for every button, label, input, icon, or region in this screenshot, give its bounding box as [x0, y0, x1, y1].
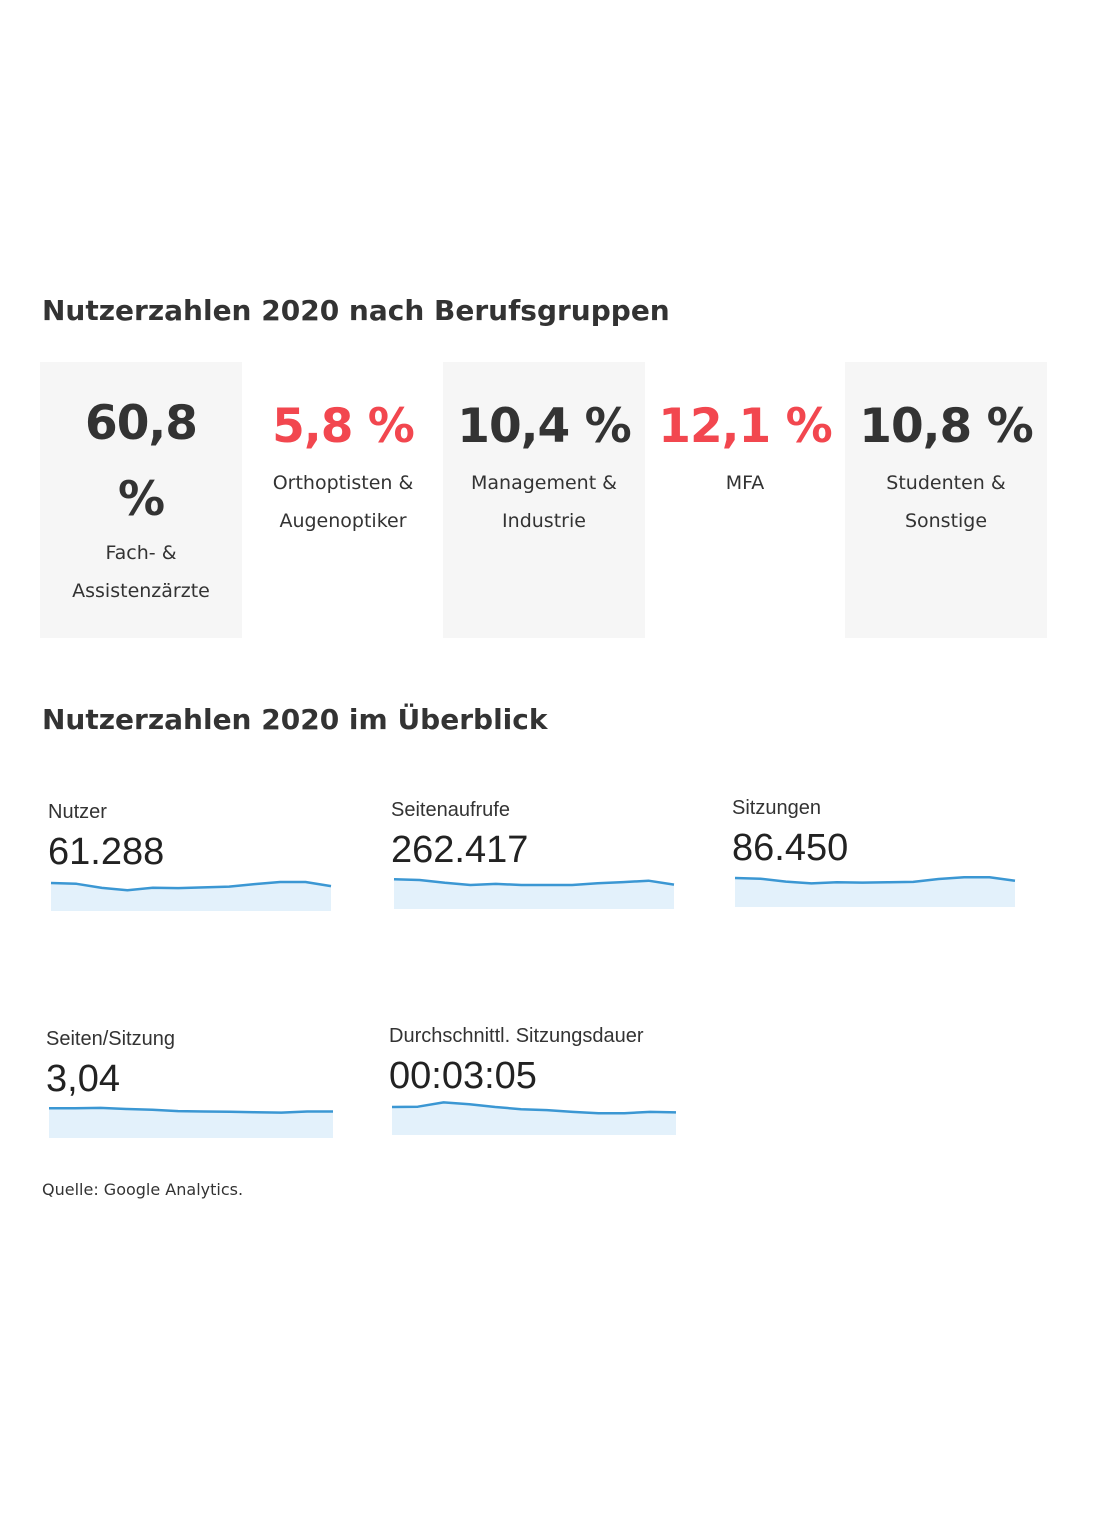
source-note: Quelle: Google Analytics.: [42, 1180, 244, 1199]
card-management: 10,4 % Management & Industrie: [443, 362, 645, 638]
metric-value: 86.450: [732, 827, 849, 869]
sparkline-chart: [734, 875, 1016, 907]
metric-value: 3,04: [46, 1058, 120, 1100]
card-percentage: 12,1 %: [658, 399, 832, 454]
sparkline-line: [50, 880, 332, 892]
metric-nutzer: Nutzer 61.288: [48, 800, 338, 912]
card-percentage: 5,8 %: [272, 399, 415, 454]
card-fachaerzte: 60,8 % Fach- & Assistenzärzte: [40, 362, 242, 638]
metric-sitzungsdauer: Durchschnittl. Sitzungsdauer 00:03:05: [389, 1024, 689, 1136]
sparkline-line: [391, 1101, 677, 1115]
card-label: Management & Industrie: [470, 472, 618, 532]
metric-sitzungen: Sitzungen 86.450: [732, 796, 1022, 908]
sparkline-chart: [49, 1106, 333, 1138]
sparkline-chart: [50, 880, 332, 911]
sparkline-area: [735, 877, 1015, 907]
sparkline-chart: [391, 1101, 677, 1135]
card-orthoptisten: 5,8 % Orthoptisten & Augenoptiker: [242, 362, 444, 638]
metric-value: 262.417: [391, 829, 529, 871]
card-label: Studenten & Sonstige: [886, 472, 1006, 532]
card-studenten: 10,8 % Studenten & Sonstige: [845, 362, 1047, 638]
sparkline-area: [394, 879, 674, 909]
metric-seiten-sitzung: Seiten/Sitzung 3,04: [46, 1027, 336, 1139]
section-title-overview: Nutzerzahlen 2020 im Überblick: [42, 703, 548, 736]
metric-label: Seitenaufrufe: [391, 799, 510, 821]
card-percentage: 10,8 %: [859, 399, 1033, 454]
sparkline-area: [49, 1107, 333, 1138]
metric-seitenaufrufe: Seitenaufrufe 262.417: [391, 798, 681, 910]
metric-value: 61.288: [48, 831, 165, 873]
card-label: Orthoptisten & Augenoptiker: [272, 472, 414, 532]
metric-label: Seiten/Sitzung: [46, 1028, 175, 1050]
metric-label: Sitzungen: [732, 797, 821, 819]
metric-label: Durchschnittl. Sitzungsdauer: [389, 1025, 644, 1047]
card-percentage: 10,4 %: [457, 399, 631, 454]
sparkline-line: [49, 1106, 333, 1114]
sparkline-chart: [393, 877, 675, 909]
card-label: Fach- & Assistenzärzte: [72, 542, 210, 602]
card-percentage: 60,8 %: [85, 396, 198, 527]
sparkline-area: [51, 882, 331, 911]
sparkline-line: [734, 875, 1016, 885]
sparkline-line: [393, 877, 675, 887]
sparkline-area: [392, 1102, 676, 1135]
card-mfa: 12,1 % MFA: [644, 362, 846, 638]
section-title-groups: Nutzerzahlen 2020 nach Berufsgruppen: [42, 294, 670, 327]
metric-label: Nutzer: [48, 801, 107, 823]
profession-cards: 60,8 % Fach- & Assistenzärzte 5,8 % Orth…: [40, 362, 1048, 638]
card-label: MFA: [725, 472, 765, 494]
metric-value: 00:03:05: [389, 1055, 537, 1097]
